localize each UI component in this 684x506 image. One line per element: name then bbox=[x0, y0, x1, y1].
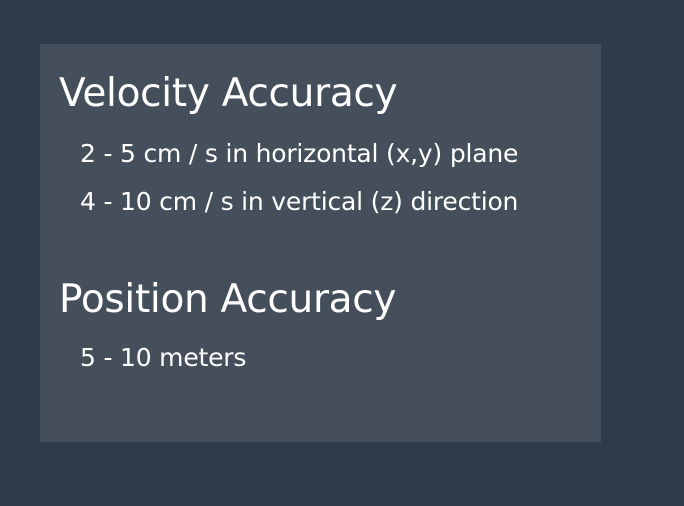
velocity-horizontal-item: 2 - 5 cm / s in horizontal (x,y) plane bbox=[80, 139, 519, 168]
velocity-accuracy-heading: Velocity Accuracy bbox=[59, 71, 398, 116]
velocity-vertical-item: 4 - 10 cm / s in vertical (z) direction bbox=[80, 187, 519, 216]
position-accuracy-item: 5 - 10 meters bbox=[80, 343, 247, 372]
content-card: Velocity Accuracy 2 - 5 cm / s in horizo… bbox=[40, 44, 601, 442]
position-accuracy-heading: Position Accuracy bbox=[59, 277, 397, 322]
